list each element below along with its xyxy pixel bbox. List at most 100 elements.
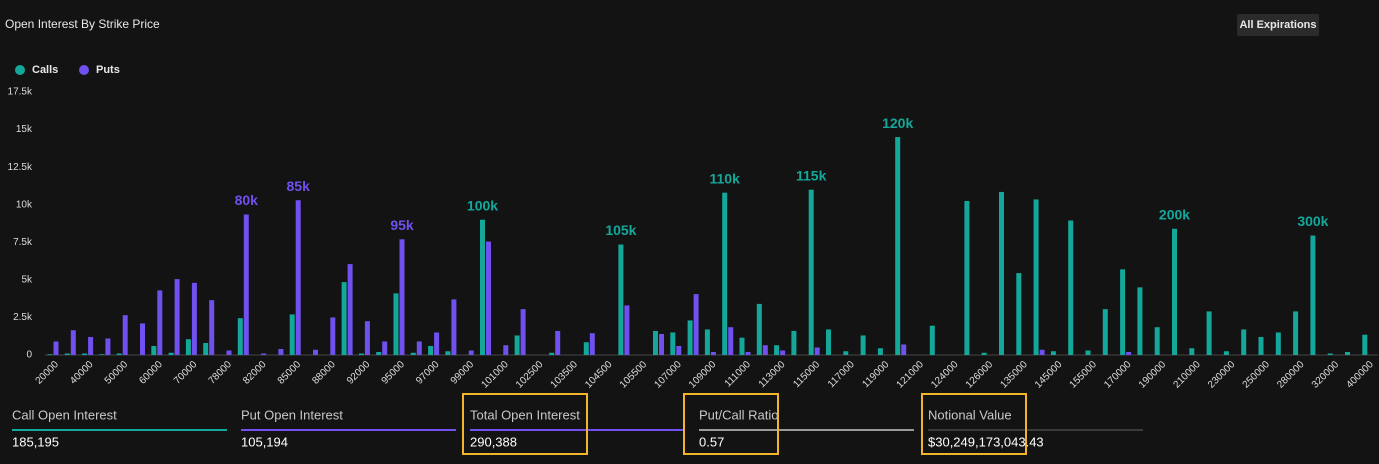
bar xyxy=(1275,332,1281,355)
bar xyxy=(745,351,751,355)
bar xyxy=(88,336,94,355)
bar xyxy=(618,244,624,355)
bar xyxy=(428,345,434,355)
bar xyxy=(728,327,734,355)
bar xyxy=(929,325,935,355)
bar xyxy=(624,305,630,355)
stat-value: 185,195 xyxy=(12,434,59,449)
stat-value: 105,194 xyxy=(241,434,288,449)
bar xyxy=(70,330,76,355)
stat-value: $30,249,173,043.43 xyxy=(928,434,1044,449)
bar xyxy=(151,345,157,355)
bar xyxy=(1154,327,1160,355)
bar xyxy=(261,353,267,355)
annotation: 95k xyxy=(390,217,414,233)
stat-value: 0.57 xyxy=(699,434,724,449)
bar xyxy=(410,352,416,355)
bar xyxy=(780,350,786,355)
bar xyxy=(226,350,232,355)
bar xyxy=(451,299,457,355)
bar xyxy=(1050,351,1056,355)
bar xyxy=(174,279,180,355)
bar xyxy=(791,330,797,355)
bar xyxy=(756,303,762,355)
bar xyxy=(295,200,301,355)
bar xyxy=(209,300,215,355)
y-tick-label: 15k xyxy=(16,124,33,135)
bar xyxy=(1126,351,1132,355)
bar xyxy=(710,351,716,355)
bar xyxy=(168,352,174,355)
bar xyxy=(341,282,347,355)
annotation: 85k xyxy=(287,178,311,194)
y-tick-label: 0 xyxy=(26,350,32,361)
expirations-button[interactable] xyxy=(1237,14,1319,36)
y-tick-label: 17.5k xyxy=(8,87,33,98)
bar xyxy=(122,315,128,355)
y-tick-label: 5k xyxy=(21,274,33,285)
bar xyxy=(1310,235,1316,355)
bar xyxy=(1258,336,1264,355)
bar xyxy=(589,333,595,355)
bar xyxy=(99,354,105,355)
bar xyxy=(1085,350,1091,355)
bar xyxy=(116,353,122,355)
annotation: 115k xyxy=(796,167,827,183)
stat-label: Put/Call Ratio xyxy=(699,407,778,422)
bar xyxy=(1345,351,1350,355)
bar xyxy=(347,264,353,355)
bar xyxy=(514,335,520,355)
bar xyxy=(203,342,209,355)
bar xyxy=(358,353,364,355)
legend-label: Puts xyxy=(96,64,120,76)
bar xyxy=(722,192,728,355)
bar xyxy=(843,351,849,355)
bar xyxy=(762,345,768,355)
bar xyxy=(877,348,883,355)
bar xyxy=(676,345,682,355)
bar xyxy=(313,349,318,355)
annotation: 120k xyxy=(882,115,913,131)
bar xyxy=(1016,273,1022,355)
bar xyxy=(808,189,814,355)
annotation: 80k xyxy=(235,192,259,208)
y-tick-label: 10k xyxy=(16,199,33,210)
bar xyxy=(445,351,451,355)
bar xyxy=(1033,199,1039,355)
bar xyxy=(399,239,405,355)
bar xyxy=(1189,348,1195,355)
bar xyxy=(237,318,243,355)
bar xyxy=(687,320,693,355)
y-tick-label: 2.5k xyxy=(13,312,33,323)
bar xyxy=(157,290,163,355)
bar xyxy=(364,321,370,355)
bar xyxy=(895,137,901,355)
legend-swatch xyxy=(79,65,89,75)
stat-label: Notional Value xyxy=(928,407,1012,422)
bar xyxy=(659,333,664,355)
bar xyxy=(814,347,820,355)
stat-label: Call Open Interest xyxy=(12,407,117,422)
bar xyxy=(860,335,866,355)
bar xyxy=(53,341,59,355)
button-label[interactable]: All Expirations xyxy=(1239,19,1316,31)
stat-value: 290,388 xyxy=(470,434,517,449)
legend-label: Calls xyxy=(32,64,58,76)
bar xyxy=(583,342,589,355)
bar xyxy=(330,317,336,355)
bar xyxy=(105,338,111,355)
bar xyxy=(289,314,295,355)
bar xyxy=(1120,269,1126,355)
annotation: 105k xyxy=(605,222,636,238)
bar xyxy=(47,354,53,355)
bar xyxy=(670,332,676,355)
annotation: 110k xyxy=(710,170,741,186)
highlight-box xyxy=(921,393,1027,455)
bar xyxy=(503,345,509,355)
bar xyxy=(64,353,70,355)
bar xyxy=(468,350,474,355)
bar xyxy=(191,282,197,355)
bar xyxy=(774,345,780,355)
